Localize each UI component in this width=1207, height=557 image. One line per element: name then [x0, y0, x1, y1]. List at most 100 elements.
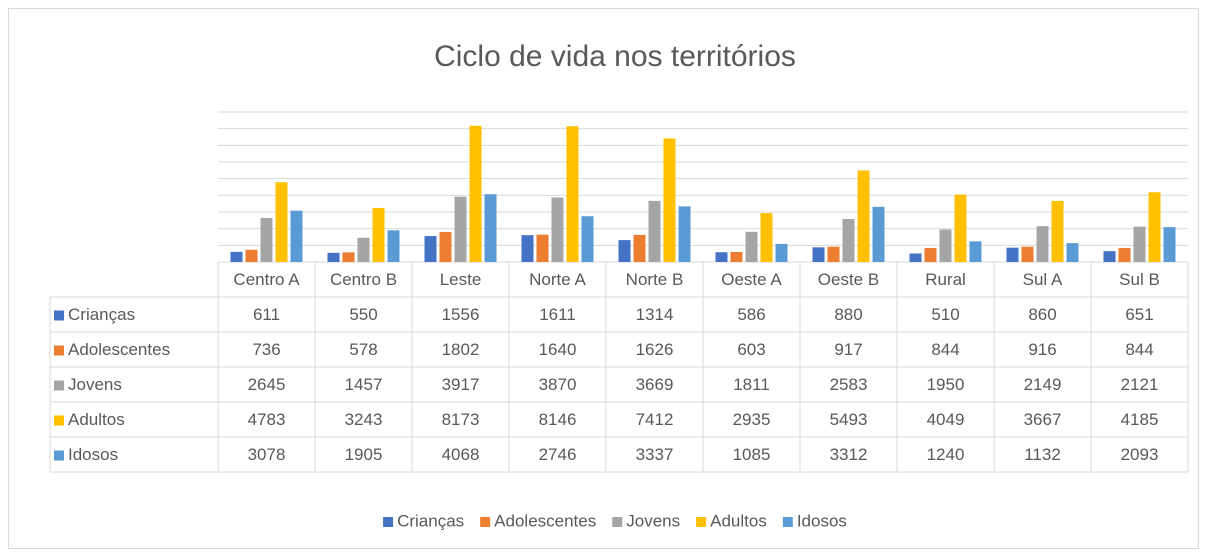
chart-title: Ciclo de vida nos territórios	[434, 40, 796, 73]
bar	[536, 234, 549, 262]
bar	[357, 237, 370, 262]
table-cell: 916	[1028, 340, 1056, 359]
bar	[290, 210, 303, 262]
bar	[775, 243, 788, 262]
x-tick-label: Norte A	[529, 270, 586, 289]
table-cell: 1640	[539, 340, 577, 359]
table-cell: 1132	[1024, 445, 1061, 464]
table-cell: 844	[931, 340, 959, 359]
table-legend-swatch	[54, 345, 64, 356]
table-cell: 3669	[636, 375, 674, 394]
bar	[454, 196, 467, 262]
table-row-header: Adolescentes	[68, 340, 170, 359]
table-cell: 1556	[442, 305, 480, 324]
legend-swatch	[782, 517, 793, 527]
legend-label: Idosos	[797, 511, 847, 530]
bar	[1051, 200, 1064, 262]
table-cell: 578	[349, 340, 377, 359]
table-cell: 1240	[927, 445, 965, 464]
table-cell: 603	[737, 340, 765, 359]
bar	[648, 200, 661, 262]
table-cell: 8146	[539, 410, 577, 429]
table-cell: 1457	[345, 375, 383, 394]
legend-swatch	[612, 517, 623, 527]
table-row-header: Jovens	[68, 375, 122, 394]
bar	[581, 216, 594, 262]
table-cell: 844	[1125, 340, 1153, 359]
bar	[372, 207, 385, 262]
bar	[521, 235, 534, 262]
bar	[1103, 251, 1116, 262]
bar	[842, 218, 855, 262]
legend-swatch	[480, 517, 491, 527]
legend-label: Adultos	[710, 511, 767, 530]
bar	[327, 252, 340, 262]
bar	[745, 231, 758, 262]
table-legend-swatch	[54, 415, 64, 426]
table-cell: 3337	[636, 445, 674, 464]
table-cell: 2583	[830, 375, 868, 394]
table-cell: 4068	[442, 445, 480, 464]
table-cell: 7412	[636, 410, 674, 429]
table-cell: 2935	[733, 410, 771, 429]
table-cell: 3870	[539, 375, 577, 394]
table-cell: 510	[931, 305, 959, 324]
table-cell: 611	[253, 305, 280, 324]
bar	[275, 182, 288, 262]
bar	[1118, 247, 1131, 262]
legend-label: Adolescentes	[494, 511, 596, 530]
table-cell: 3078	[248, 445, 286, 464]
bar	[924, 247, 937, 262]
x-tick-label: Leste	[440, 270, 482, 289]
x-tick-label: Sul B	[1119, 270, 1160, 289]
table-cell: 880	[834, 305, 862, 324]
table-cell: 550	[349, 305, 377, 324]
x-tick-label: Norte B	[626, 270, 684, 289]
table-cell: 736	[252, 340, 280, 359]
bar	[827, 246, 840, 262]
bar	[730, 251, 743, 262]
bar	[663, 138, 676, 262]
bar	[633, 234, 646, 262]
x-tick-label: Centro A	[233, 270, 300, 289]
x-tick-label: Oeste A	[721, 270, 782, 289]
bar	[857, 170, 870, 262]
table-cell: 4185	[1121, 410, 1159, 429]
table-cell: 1811	[733, 375, 770, 394]
table-cell: 3667	[1024, 410, 1062, 429]
table-cell: 3917	[442, 375, 480, 394]
table-cell: 917	[834, 340, 862, 359]
bar	[1036, 226, 1049, 262]
table-cell: 2149	[1024, 375, 1062, 394]
bar	[469, 125, 482, 263]
bar	[439, 231, 452, 262]
bar	[939, 229, 952, 262]
table-cell: 860	[1028, 305, 1056, 324]
table-cell: 1802	[442, 340, 480, 359]
bar	[969, 241, 982, 262]
table-row-header: Adultos	[68, 410, 125, 429]
table-cell: 651	[1125, 305, 1153, 324]
table-cell: 5493	[830, 410, 868, 429]
table-row-header: Crianças	[68, 305, 135, 324]
bar	[551, 197, 564, 262]
legend-label: Crianças	[397, 511, 464, 530]
table-cell: 4783	[248, 410, 286, 429]
table-row-header: Idosos	[68, 445, 118, 464]
bar	[1148, 192, 1161, 262]
table-cell: 2746	[539, 445, 577, 464]
table-cell: 3243	[345, 410, 383, 429]
bar	[342, 252, 355, 262]
table-cell: 2093	[1121, 445, 1159, 464]
table-cell: 1626	[636, 340, 674, 359]
bar	[387, 230, 400, 262]
bar	[715, 252, 728, 262]
bar	[872, 206, 885, 262]
table-legend-swatch	[54, 380, 64, 391]
table-cell: 1611	[539, 305, 576, 324]
x-tick-label: Centro B	[330, 270, 397, 289]
bar	[424, 236, 437, 262]
bar	[812, 247, 825, 262]
bar	[245, 249, 258, 262]
bar	[484, 194, 497, 262]
